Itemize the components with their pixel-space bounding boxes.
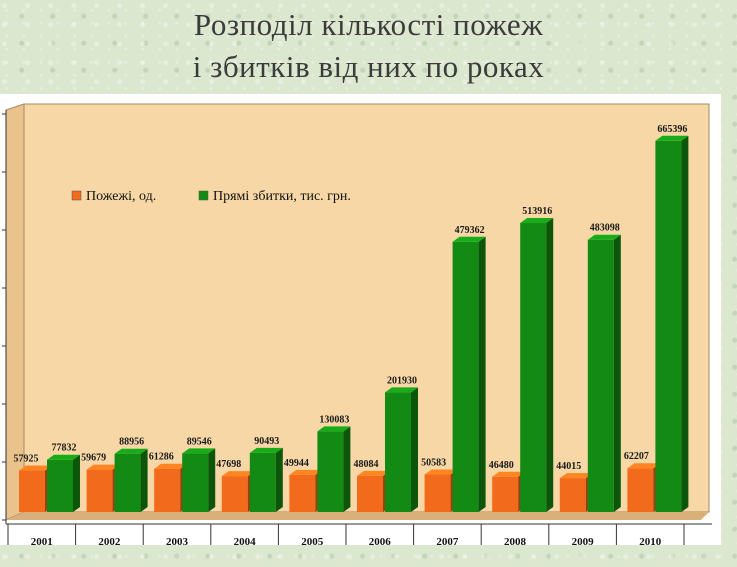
damage-value-label: 77832: [52, 443, 77, 454]
bar-top-face: [492, 471, 526, 477]
damage-bar-2006: [385, 392, 411, 512]
fires-value-label: 49944: [284, 458, 309, 469]
damage-bar-2003: [182, 453, 209, 512]
fires-value-label: 57925: [14, 454, 39, 465]
bar-top-face: [182, 448, 216, 454]
bar-top-face: [357, 470, 390, 476]
title-line-2: і збитків від них по роках: [192, 49, 545, 84]
bar-side-face: [208, 448, 216, 512]
bar-top-face: [655, 135, 689, 141]
fires-value-label: 59679: [81, 453, 106, 464]
fires-value-label: 44015: [556, 461, 581, 472]
damage-bar-2007: [452, 241, 479, 513]
x-tick-label: 2005: [301, 536, 324, 545]
damage-value-label: 90493: [254, 436, 279, 447]
x-tick-label: 2008: [504, 536, 527, 545]
damage-value-label: 483098: [590, 223, 620, 234]
fires-bar-2001: [19, 470, 45, 512]
fires-bar-2010: [627, 468, 654, 512]
fires-bar-2009: [559, 478, 586, 512]
bar-side-face: [613, 234, 621, 512]
title-line-1: Розподіл кількості пожеж: [193, 7, 544, 42]
damage-bar-2009: [587, 239, 614, 512]
fires-bar-2006: [357, 475, 383, 512]
bar-top-face: [249, 447, 283, 453]
legend-label-fires: Пожежі, од.: [86, 189, 156, 204]
legend-swatch-damage: [198, 190, 209, 201]
x-tick-label: 2007: [436, 536, 459, 545]
bar-side-face: [140, 448, 148, 512]
legend-label-damage: Прямі збитки, тис. грн.: [213, 189, 351, 204]
bar-side-face: [681, 135, 689, 512]
bar-side-face: [411, 387, 418, 512]
bar-top-face: [47, 454, 80, 460]
damage-bar-2010: [655, 140, 682, 512]
damage-bar-2005: [317, 431, 344, 512]
bar-side-face: [478, 236, 486, 513]
page-title: Розподіл кількості пожеж і збитків від н…: [0, 0, 737, 90]
x-tick-label: 2004: [234, 536, 257, 545]
bar-top-face: [424, 469, 458, 475]
bar-top-face: [221, 471, 255, 477]
legend-swatch-fires: [71, 190, 82, 201]
bar-top-face: [86, 464, 120, 470]
bar-top-face: [587, 234, 621, 240]
bar-top-face: [317, 426, 351, 432]
bar-top-face: [154, 463, 188, 469]
fires-value-label: 48084: [354, 459, 379, 470]
fires-value-label: 47698: [216, 459, 241, 470]
damage-value-label: 201930: [387, 375, 417, 386]
bar-chart: 57925 77832 2001 59679 88956 2002 61286 89546 20…: [2, 103, 712, 545]
x-tick-label: 2006: [369, 536, 392, 545]
damage-value-label: 479362: [455, 225, 485, 236]
bar-top-face: [289, 469, 323, 475]
damage-bar-2004: [249, 452, 276, 512]
fires-bar-2008: [492, 476, 519, 512]
plot-floor: [6, 512, 709, 520]
damage-value-label: 88956: [119, 437, 144, 448]
chart-frame: 57925 77832 2001 59679 88956 2002 61286 89546 20…: [0, 94, 721, 545]
bar-side-face: [343, 426, 351, 512]
x-tick-label: 2009: [572, 536, 595, 545]
fires-value-label: 50583: [421, 458, 446, 469]
damage-value-label: 89546: [187, 436, 212, 447]
fires-value-label: 46480: [489, 460, 514, 471]
bar-top-face: [385, 387, 418, 393]
x-tick-label: 2001: [31, 536, 53, 545]
x-tick-label: 2002: [98, 536, 121, 545]
bar-top-face: [520, 218, 554, 224]
damage-bar-2008: [520, 223, 547, 512]
bar-top-face: [114, 448, 148, 454]
fires-bar-2003: [154, 468, 181, 512]
damage-bar-2001: [47, 459, 73, 512]
fires-bar-2007: [424, 474, 451, 512]
damage-value-label: 130083: [319, 414, 349, 425]
fires-bar-2005: [289, 474, 316, 512]
bar-top-face: [627, 463, 661, 469]
fires-value-label: 62207: [624, 451, 649, 462]
fires-bar-2002: [86, 469, 113, 512]
bar-side-face: [275, 447, 283, 512]
x-tick-label: 2003: [166, 536, 189, 545]
bar-side-face: [73, 454, 80, 512]
damage-value-label: 665396: [657, 124, 687, 135]
bar-top-face: [452, 236, 486, 242]
damage-bar-2002: [114, 453, 141, 512]
x-tick-label: 2010: [639, 536, 662, 545]
bar-top-face: [19, 465, 52, 471]
bar-top-face: [559, 473, 593, 479]
bar-side-face: [546, 218, 554, 512]
damage-value-label: 513916: [522, 206, 552, 217]
fires-value-label: 61286: [149, 452, 174, 463]
fires-bar-2004: [221, 476, 248, 512]
